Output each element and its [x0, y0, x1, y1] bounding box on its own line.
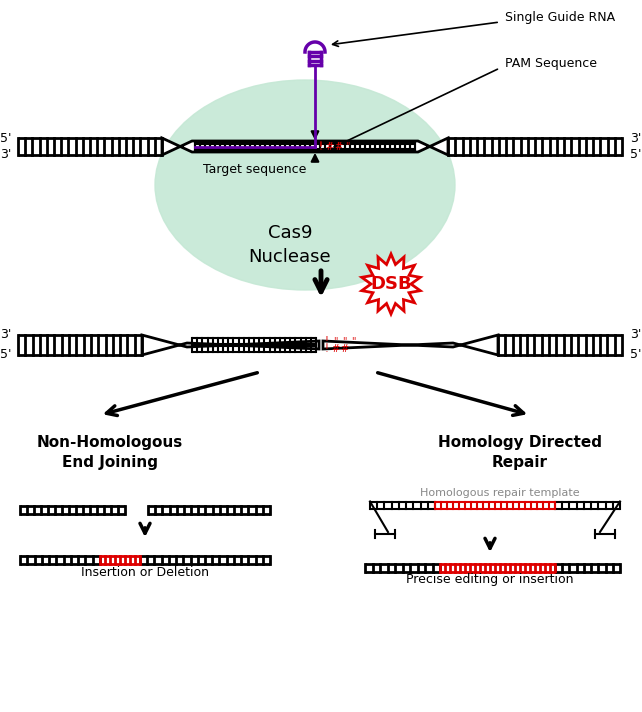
- Text: 3': 3': [0, 328, 12, 342]
- Text: 3': 3': [630, 132, 642, 145]
- Text: !: !: [318, 141, 322, 151]
- Polygon shape: [361, 254, 421, 314]
- Text: ": ": [351, 336, 355, 346]
- Text: Target sequence: Target sequence: [204, 164, 307, 177]
- Text: ": ": [342, 336, 346, 346]
- Text: !: !: [318, 142, 322, 152]
- Text: ": ": [345, 141, 349, 151]
- Polygon shape: [162, 138, 448, 155]
- Text: Precise editing or insertion: Precise editing or insertion: [406, 573, 574, 587]
- Text: Single Guide RNA: Single Guide RNA: [505, 11, 615, 23]
- Text: PAM Sequence: PAM Sequence: [505, 56, 597, 70]
- Text: 5': 5': [630, 149, 642, 162]
- Text: Homology Directed
Repair: Homology Directed Repair: [438, 435, 602, 470]
- Text: #: #: [331, 344, 339, 354]
- Text: Non-Homologous
End Joining: Non-Homologous End Joining: [37, 435, 183, 470]
- Polygon shape: [142, 335, 319, 355]
- Text: #: #: [340, 344, 348, 354]
- Text: ": ": [336, 141, 340, 151]
- Text: #: #: [325, 142, 333, 152]
- Text: Insertion or Deletion: Insertion or Deletion: [81, 565, 209, 578]
- Text: !: !: [324, 344, 328, 354]
- Ellipse shape: [155, 80, 455, 290]
- Text: DSB: DSB: [370, 275, 412, 293]
- Text: ": ": [333, 336, 337, 346]
- Text: 3': 3': [630, 328, 642, 342]
- Text: Homologous repair template: Homologous repair template: [420, 488, 580, 498]
- Text: 5': 5': [630, 348, 642, 362]
- Text: 5': 5': [0, 348, 12, 362]
- Text: ": ": [327, 141, 331, 151]
- Polygon shape: [323, 335, 498, 355]
- Text: #: #: [334, 142, 342, 152]
- Text: !: !: [324, 336, 328, 346]
- Text: Cas9
Nuclease: Cas9 Nuclease: [248, 224, 331, 266]
- Text: 5': 5': [0, 132, 12, 145]
- Text: 3': 3': [0, 149, 12, 162]
